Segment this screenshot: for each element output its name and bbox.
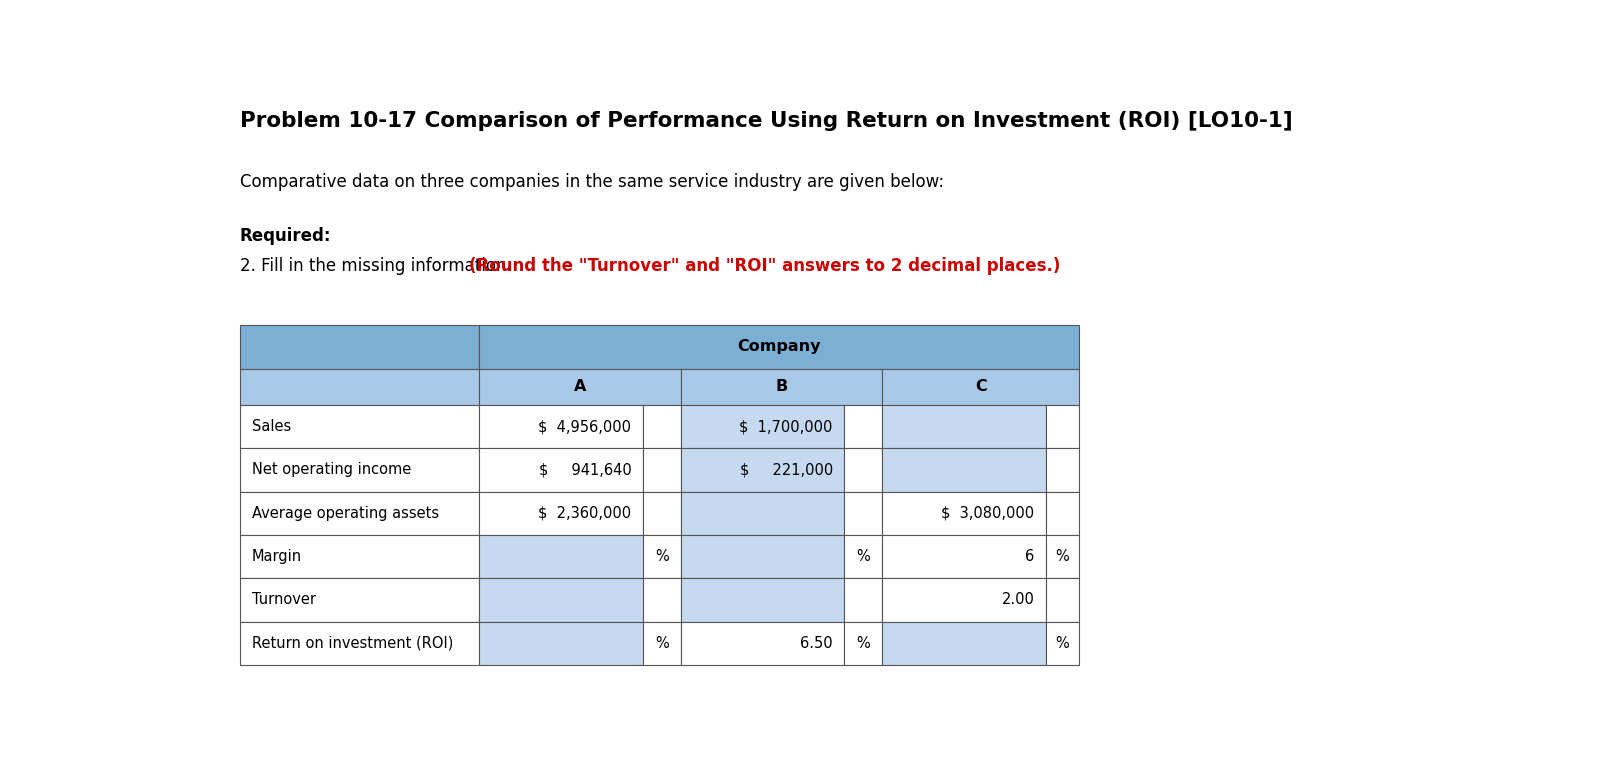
Bar [239, 448, 479, 491]
Bar [479, 491, 642, 535]
Bar [479, 622, 642, 665]
Text: %: % [1056, 635, 1069, 651]
Bar [681, 622, 844, 665]
Text: $  4,956,000: $ 4,956,000 [538, 419, 631, 434]
Bar [1046, 535, 1080, 578]
Bar [642, 578, 681, 622]
Text: Return on investment (ROI): Return on investment (ROI) [252, 635, 453, 651]
Text: (Round the "Turnover" and "ROI" answers to 2 decimal places.): (Round the "Turnover" and "ROI" answers … [469, 257, 1061, 275]
Bar [1046, 622, 1080, 665]
Text: Average operating assets: Average operating assets [252, 505, 438, 521]
Text: %: % [857, 549, 870, 564]
Text: Turnover: Turnover [252, 592, 315, 608]
Text: %: % [1056, 549, 1069, 564]
Text: Problem 10-17 Comparison of Performance Using Return on Investment (ROI) [LO10-1: Problem 10-17 Comparison of Performance … [239, 111, 1292, 131]
Bar [642, 405, 681, 448]
Bar [642, 448, 681, 491]
Bar [642, 622, 681, 665]
Text: $  3,080,000: $ 3,080,000 [941, 505, 1035, 521]
Text: Net operating income: Net operating income [252, 462, 411, 478]
Bar [881, 622, 1046, 665]
Bar [239, 622, 479, 665]
Bar [681, 491, 844, 535]
Bar [1046, 578, 1080, 622]
Bar [1046, 448, 1080, 491]
Bar [881, 491, 1046, 535]
Text: 2.00: 2.00 [1001, 592, 1035, 608]
Text: 6.50: 6.50 [800, 635, 833, 651]
Text: Comparative data on three companies in the same service industry are given below: Comparative data on three companies in t… [239, 173, 944, 191]
Text: %: % [655, 635, 668, 651]
Bar [881, 578, 1046, 622]
Bar [239, 491, 479, 535]
Text: $     941,640: $ 941,640 [538, 462, 631, 478]
Bar [479, 448, 642, 491]
Text: C: C [975, 379, 986, 394]
Bar [239, 405, 479, 448]
Text: %: % [655, 549, 668, 564]
Bar [681, 368, 881, 405]
Bar [239, 325, 479, 368]
Text: Sales: Sales [252, 419, 291, 434]
Bar [681, 405, 844, 448]
Bar [844, 535, 881, 578]
Text: $  2,360,000: $ 2,360,000 [538, 505, 631, 521]
Bar [1046, 405, 1080, 448]
Bar [881, 535, 1046, 578]
Bar [844, 405, 881, 448]
Bar [881, 448, 1046, 491]
Bar [881, 405, 1046, 448]
Bar [681, 448, 844, 491]
Text: Margin: Margin [252, 549, 302, 564]
Bar [844, 491, 881, 535]
Text: Required:: Required: [239, 227, 331, 245]
Text: $  1,700,000: $ 1,700,000 [739, 419, 833, 434]
Bar [479, 578, 642, 622]
Bar [479, 405, 642, 448]
Bar [681, 578, 844, 622]
Bar [844, 448, 881, 491]
Text: $     221,000: $ 221,000 [739, 462, 833, 478]
Bar [642, 535, 681, 578]
Text: 2. Fill in the missing information.: 2. Fill in the missing information. [239, 257, 517, 275]
Bar [844, 622, 881, 665]
Bar [479, 535, 642, 578]
Text: %: % [857, 635, 870, 651]
Text: A: A [574, 379, 585, 394]
Bar [844, 578, 881, 622]
Bar [1046, 491, 1080, 535]
Bar [239, 578, 479, 622]
Bar [881, 368, 1080, 405]
Bar [479, 368, 681, 405]
Bar [479, 325, 1080, 368]
Bar [239, 368, 479, 405]
Bar [681, 535, 844, 578]
Text: 6: 6 [1025, 549, 1035, 564]
Bar [642, 491, 681, 535]
Bar [239, 535, 479, 578]
Text: Company: Company [737, 340, 821, 354]
Text: B: B [775, 379, 787, 394]
